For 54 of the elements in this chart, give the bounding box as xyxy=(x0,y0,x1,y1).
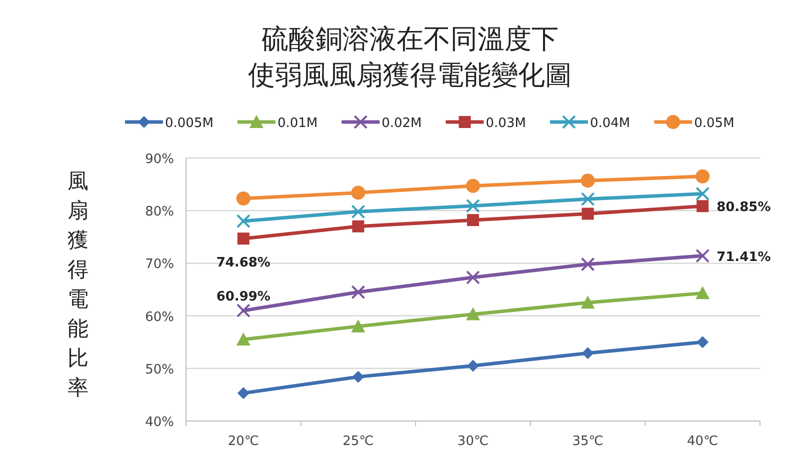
point xyxy=(352,370,364,383)
point xyxy=(580,296,595,309)
point xyxy=(237,232,250,245)
x-tick-label: 25℃ xyxy=(342,434,374,449)
point xyxy=(466,198,480,213)
y-axis-title: 風扇獲得電能比率 xyxy=(68,169,88,400)
x-tick-label: 40℃ xyxy=(687,434,718,449)
point xyxy=(580,257,595,272)
point xyxy=(466,307,480,320)
point xyxy=(582,347,594,360)
point xyxy=(696,186,710,201)
point xyxy=(236,304,250,318)
chart-title: 硫酸銅溶液在不同溫度下 xyxy=(262,24,558,55)
point xyxy=(466,270,480,284)
legend-label: 0.02M xyxy=(382,116,422,131)
point xyxy=(351,186,366,200)
point xyxy=(467,214,479,226)
x-tick-label: 20℃ xyxy=(228,434,259,449)
data-label: 74.68% xyxy=(216,256,270,271)
legend-label: 0.01M xyxy=(277,116,318,131)
point xyxy=(580,192,595,206)
legend-label: 0.04M xyxy=(590,116,630,131)
point xyxy=(466,178,480,193)
legend-label: 0.005M xyxy=(165,116,214,131)
y-tick-label: 50% xyxy=(145,362,174,378)
chart-subtitle: 使弱風風扇獲得電能變化圖 xyxy=(248,60,572,91)
legend-label: 0.03M xyxy=(486,116,526,131)
data-label: 60.99% xyxy=(216,290,270,305)
point xyxy=(236,214,250,228)
x-tick-label: 35℃ xyxy=(572,434,604,449)
point xyxy=(236,192,250,206)
point xyxy=(351,319,366,332)
legend-label: 0.05M xyxy=(694,116,734,131)
point xyxy=(696,169,710,184)
point xyxy=(696,336,709,348)
x-tick-label: 30℃ xyxy=(457,434,489,449)
y-tick-label: 40% xyxy=(145,415,174,430)
data-label: 71.41% xyxy=(716,250,771,265)
point xyxy=(696,200,709,212)
y-tick-label: 80% xyxy=(145,204,174,220)
point xyxy=(580,174,595,188)
point xyxy=(467,360,479,372)
point xyxy=(351,285,366,300)
data-label: 80.85% xyxy=(716,200,771,216)
point xyxy=(696,286,710,300)
point xyxy=(582,208,594,220)
point xyxy=(237,387,250,400)
point xyxy=(696,248,710,263)
y-tick-label: 70% xyxy=(145,257,174,272)
point xyxy=(352,220,364,232)
y-tick-label: 60% xyxy=(145,310,174,325)
point xyxy=(236,332,250,346)
y-tick-label: 90% xyxy=(145,152,174,167)
point xyxy=(351,204,366,219)
